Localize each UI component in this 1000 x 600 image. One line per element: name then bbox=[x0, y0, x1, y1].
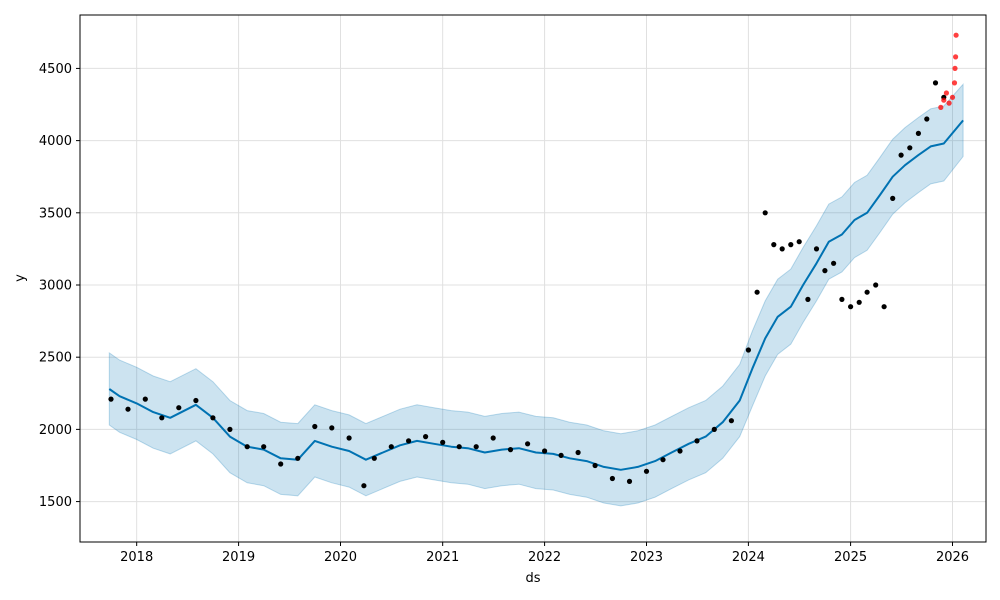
observed-point bbox=[406, 438, 412, 444]
observed-point bbox=[575, 449, 581, 456]
holdout-point bbox=[938, 104, 944, 110]
observed-point bbox=[176, 405, 182, 411]
x-tick-label: 2026 bbox=[936, 550, 969, 565]
observed-point bbox=[456, 444, 462, 450]
observed-point bbox=[329, 425, 335, 431]
observed-point bbox=[490, 435, 496, 441]
observed-point bbox=[558, 452, 564, 458]
x-tick-label: 2023 bbox=[630, 550, 663, 565]
observed-point bbox=[907, 145, 913, 151]
observed-point bbox=[525, 441, 531, 447]
observed-point bbox=[711, 426, 717, 432]
observed-point bbox=[660, 457, 666, 463]
x-axis-label: ds bbox=[525, 571, 540, 586]
observed-point bbox=[694, 438, 700, 444]
observed-point bbox=[831, 260, 837, 266]
observed-point bbox=[440, 439, 446, 445]
uncertainty-band bbox=[108, 82, 964, 507]
holdout-point bbox=[943, 90, 950, 96]
observed-point bbox=[312, 423, 318, 430]
y-tick-label: 4000 bbox=[39, 134, 72, 149]
x-tick-label: 2025 bbox=[834, 550, 867, 565]
observed-point bbox=[745, 347, 752, 353]
y-tick-label: 3000 bbox=[39, 278, 72, 293]
x-tick-label: 2018 bbox=[120, 550, 153, 565]
holdout-point bbox=[941, 97, 947, 103]
observed-point bbox=[592, 462, 598, 469]
observed-point bbox=[873, 282, 879, 288]
observed-point bbox=[210, 415, 216, 421]
observed-point bbox=[371, 455, 377, 461]
observed-point bbox=[227, 426, 233, 432]
observed-point bbox=[788, 242, 794, 248]
observed-point bbox=[813, 246, 820, 252]
observed-point bbox=[125, 406, 131, 412]
observed-point bbox=[361, 483, 367, 489]
holdout-point bbox=[953, 32, 959, 38]
holdout-point bbox=[949, 94, 956, 100]
observed-point bbox=[108, 396, 114, 402]
x-tick-label: 2020 bbox=[324, 550, 357, 565]
observed-point bbox=[244, 444, 250, 450]
plot-frame bbox=[79, 14, 987, 543]
holdout-point bbox=[951, 80, 958, 86]
observed-point bbox=[193, 397, 199, 404]
uncertainty-band-layer bbox=[108, 82, 964, 507]
observed-point bbox=[805, 296, 811, 302]
observed-point bbox=[898, 152, 904, 158]
observed-point bbox=[856, 299, 862, 305]
observed-point bbox=[261, 444, 267, 450]
observed-point bbox=[423, 434, 429, 440]
observed-point bbox=[915, 130, 922, 136]
y-tick-label: 4500 bbox=[39, 62, 72, 77]
observed-point bbox=[159, 415, 165, 421]
observed-point bbox=[728, 418, 735, 424]
observed-point bbox=[881, 304, 887, 310]
observed-point bbox=[924, 116, 930, 122]
observed-point bbox=[388, 444, 394, 450]
observed-point bbox=[762, 210, 768, 216]
observed-point bbox=[932, 80, 939, 86]
observed-point bbox=[142, 396, 148, 402]
y-tick-label: 1500 bbox=[39, 495, 72, 510]
y-axis-ticks: 1500 2000 2500 3000 3500 4000 4500 bbox=[39, 62, 80, 510]
observed-point bbox=[864, 289, 870, 295]
holdout-point bbox=[953, 54, 959, 60]
x-tick-label: 2022 bbox=[528, 550, 561, 565]
observed-point bbox=[346, 435, 352, 441]
y-tick-label: 2000 bbox=[39, 423, 72, 438]
y-tick-label: 3500 bbox=[39, 206, 72, 221]
observed-point bbox=[507, 447, 514, 453]
observed-point bbox=[822, 268, 828, 274]
holdout-point bbox=[952, 65, 958, 71]
x-tick-label: 2024 bbox=[732, 550, 765, 565]
y-tick-label: 2500 bbox=[39, 351, 72, 366]
observed-point bbox=[796, 239, 802, 245]
observed-point bbox=[754, 289, 760, 295]
forecast-line bbox=[108, 119, 964, 471]
observed-point bbox=[542, 448, 548, 454]
x-axis-ticks: 2018 2019 2020 2021 2022 2023 2024 2025 2026 bbox=[120, 542, 969, 565]
observed-point bbox=[779, 246, 785, 252]
y-axis-label: y bbox=[13, 274, 28, 282]
observed-point bbox=[278, 461, 284, 467]
observed-point bbox=[839, 296, 845, 302]
data-points-layer bbox=[108, 32, 959, 489]
observed-point bbox=[473, 444, 479, 450]
observed-point bbox=[771, 242, 777, 248]
observed-point bbox=[295, 455, 301, 461]
observed-point bbox=[643, 468, 650, 474]
observed-point bbox=[890, 195, 896, 201]
observed-point bbox=[626, 478, 633, 484]
observed-point bbox=[609, 475, 616, 482]
forecast-line-layer bbox=[108, 119, 964, 471]
holdout-point bbox=[946, 100, 952, 106]
observed-point bbox=[677, 448, 683, 454]
x-tick-label: 2019 bbox=[222, 550, 255, 565]
x-tick-label: 2021 bbox=[426, 550, 459, 565]
observed-point bbox=[848, 304, 854, 310]
